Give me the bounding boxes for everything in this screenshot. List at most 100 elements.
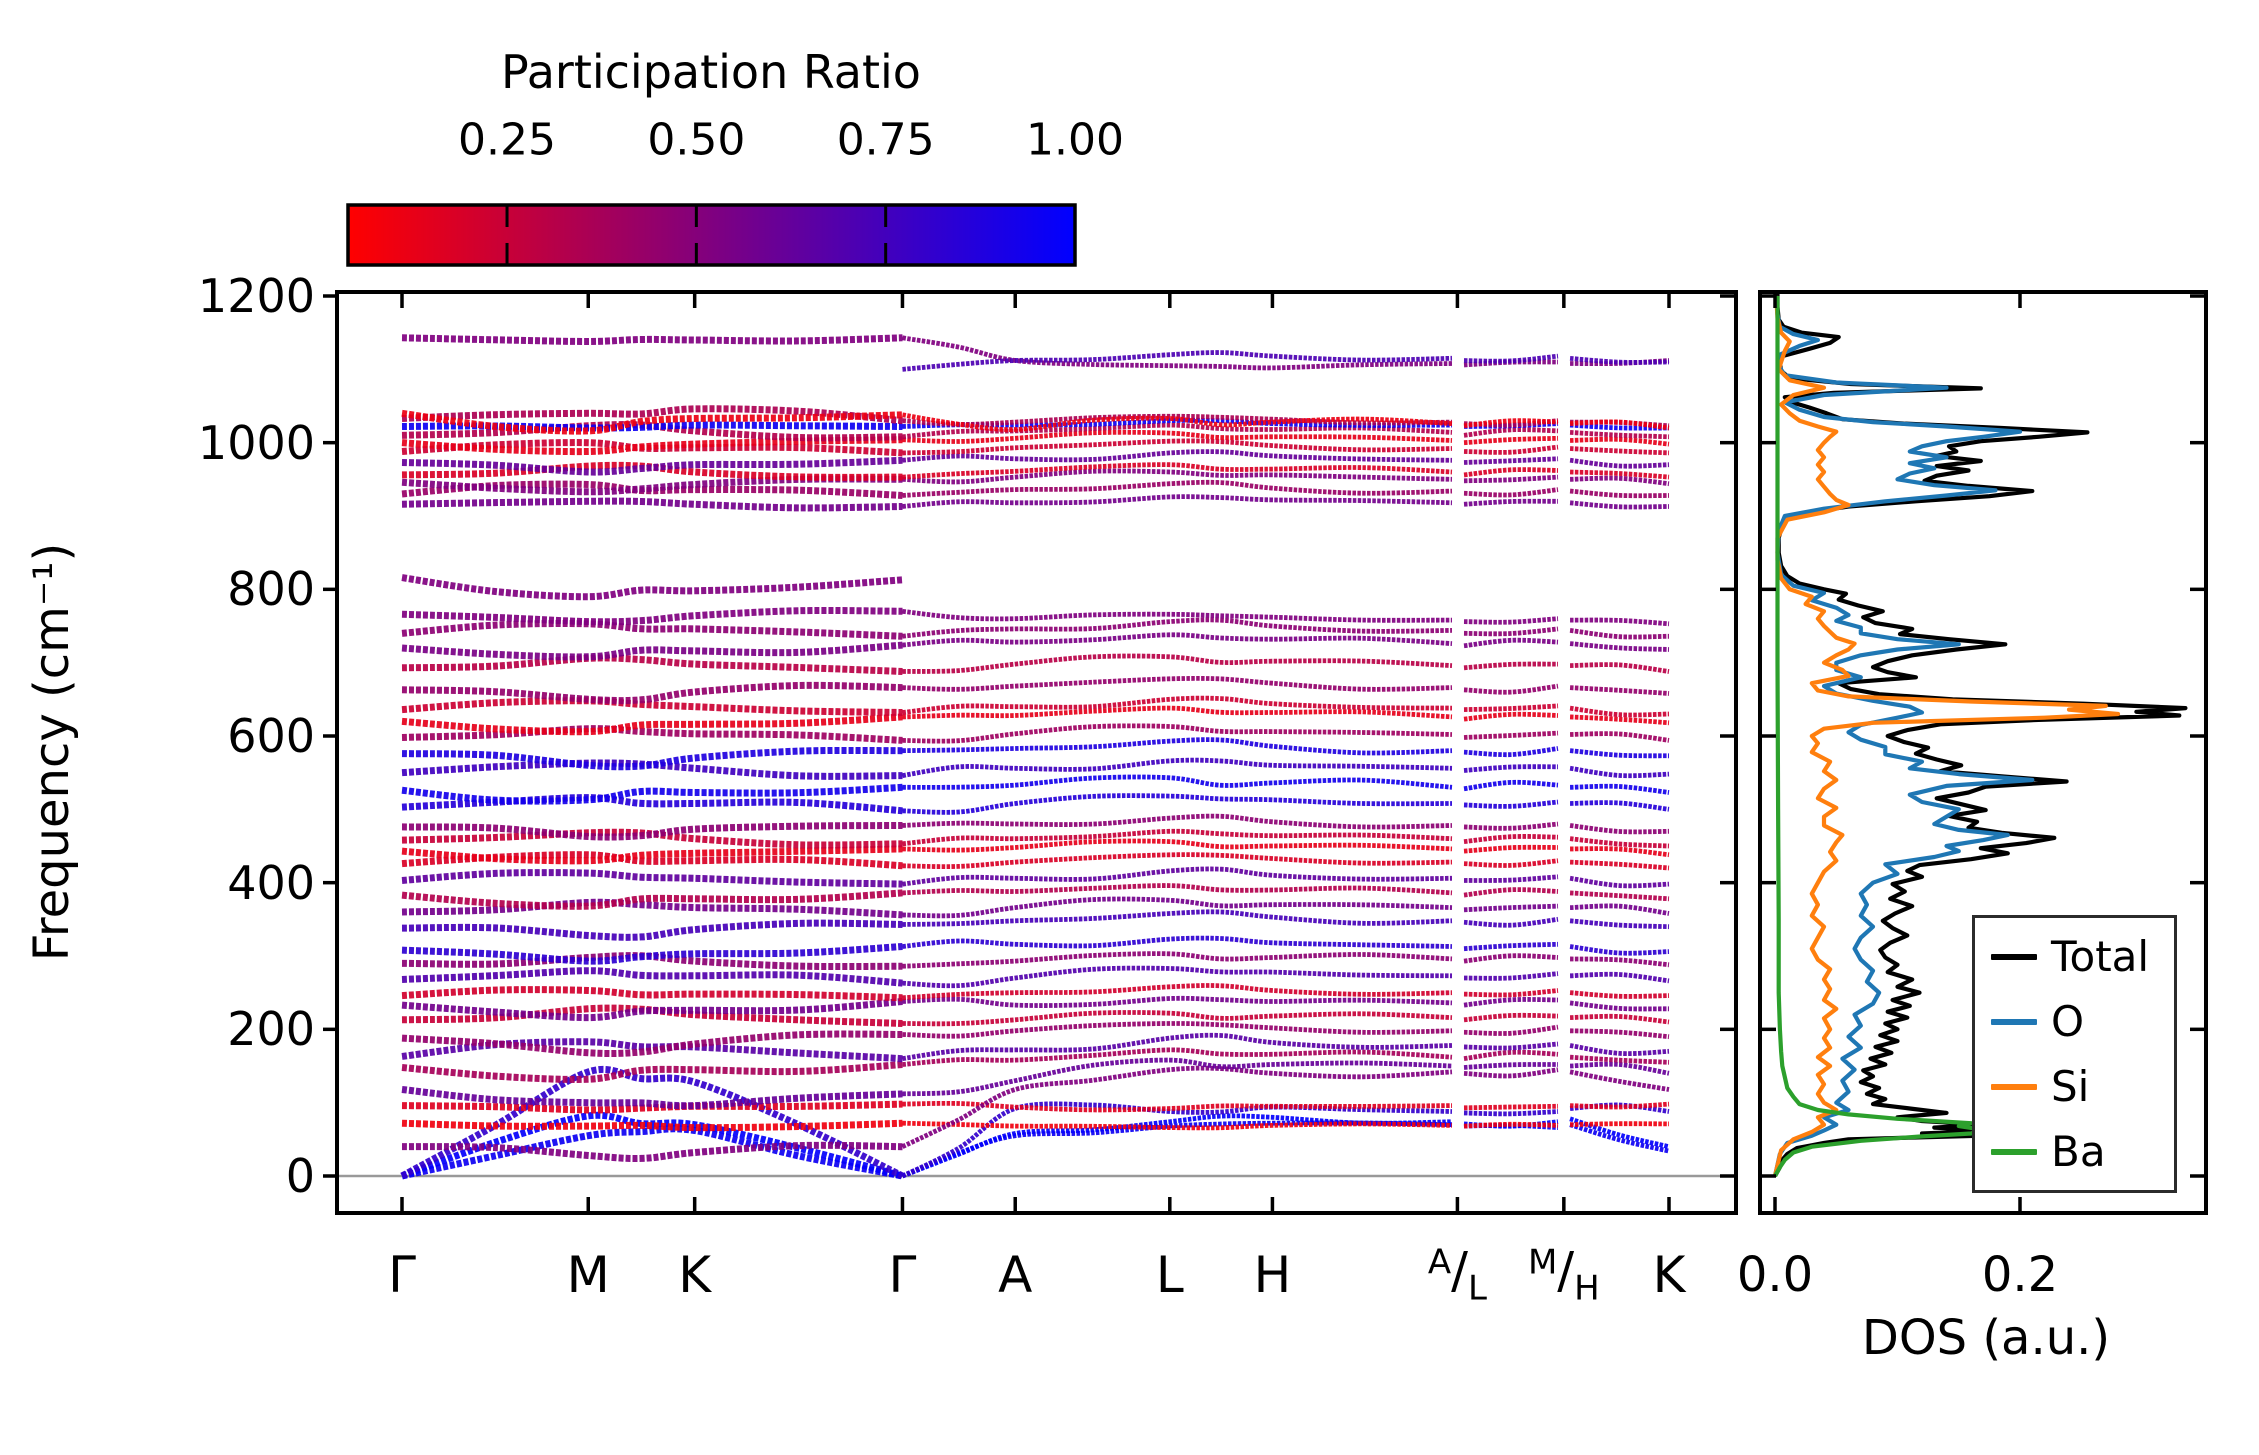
y-tick-label: 200 (227, 1002, 315, 1057)
phonon-band (1569, 1122, 1670, 1154)
phonon-band (401, 746, 903, 771)
phonon-band (401, 898, 903, 919)
legend-entry-ba: Ba (1975, 1127, 2174, 1176)
phonon-band (902, 1120, 1453, 1131)
phonon-band (401, 409, 903, 435)
phonon-band (1463, 903, 1559, 913)
phonon-band (1463, 427, 1559, 438)
phonon-band (902, 983, 1453, 1001)
phonon-band (1463, 1121, 1559, 1129)
phonon-band (902, 965, 1453, 989)
colorbar-tick-label: 0.25 (458, 114, 557, 166)
phonon-band (1569, 823, 1670, 835)
dos-axes-box (1758, 290, 2208, 1215)
phonon-band (401, 828, 903, 849)
phonon-band (401, 783, 903, 805)
y-tick-label: 600 (227, 709, 315, 763)
phonon-band (1569, 918, 1670, 930)
phonon-band (1463, 487, 1559, 498)
phonon-band (1569, 1000, 1670, 1012)
phonon-band (401, 822, 903, 841)
phonon-band (1463, 844, 1559, 854)
phonon-band (1569, 446, 1670, 456)
phonon-band (1569, 944, 1670, 956)
phonon-band (902, 774, 1453, 790)
phonon-band (902, 705, 1453, 720)
kpoint-tick-label: A/L (1427, 1241, 1487, 1309)
phonon-band (1463, 1024, 1559, 1036)
phonon-band (902, 429, 1453, 444)
phonon-band (401, 1085, 903, 1110)
phonon-band (401, 869, 903, 888)
phonon-band (902, 852, 1453, 870)
phonon-band (902, 335, 1453, 371)
phonon-band (1570, 956, 1670, 968)
phonon-band (401, 334, 903, 346)
ba-line-swatch (1991, 1148, 2037, 1155)
phonon-band (401, 1004, 903, 1027)
o-line-swatch (1991, 1018, 2037, 1025)
phonon-band (902, 838, 1453, 853)
phonon-band (902, 462, 1453, 480)
phonon-band (401, 480, 903, 499)
phonon-band (902, 350, 1453, 372)
dos-legend: Total O Si Ba (1972, 915, 2177, 1193)
phonon-band (1463, 467, 1559, 478)
legend-label-total: Total (2051, 932, 2150, 981)
phonon-band (401, 475, 903, 496)
kpoint-tick-label: Γ (388, 1246, 416, 1304)
phonon-band (1463, 1103, 1559, 1111)
phonon-band (1463, 971, 1559, 981)
phonon-band (1463, 661, 1559, 671)
phonon-band (1569, 971, 1670, 984)
dos-axis-label: DOS (a.u.) (1861, 1310, 2111, 1366)
phonon-band (1463, 916, 1559, 928)
phonon-band (401, 1141, 903, 1162)
kpoint-tick-label: M/H (1527, 1241, 1600, 1309)
phonon-band (902, 883, 1453, 896)
phonon-band (1463, 941, 1559, 952)
phonon-band (902, 632, 1453, 648)
phonon-band (1463, 1109, 1559, 1117)
phonon-band (1569, 714, 1670, 726)
dos-curve-si (1772, 295, 2121, 1177)
phonon-band (901, 1065, 1453, 1149)
phonon-band (1570, 846, 1670, 858)
y-tick-label: 1200 (197, 269, 315, 323)
phonon-band (401, 851, 903, 870)
phonon-band (1569, 488, 1670, 499)
phonon-band (1463, 456, 1559, 465)
legend-label-si: Si (2051, 1062, 2090, 1111)
kpoint-tick-label: H (1253, 1246, 1292, 1304)
phonon-band (1569, 641, 1670, 652)
phonon-band (901, 1120, 1453, 1179)
phonon-band (902, 995, 1453, 1008)
phonon-band (401, 1030, 903, 1058)
phonon-band (902, 479, 1453, 498)
kpoint-tick-label: K (1652, 1246, 1686, 1304)
phonon-band (1463, 498, 1559, 507)
phonon-band (401, 654, 903, 675)
phonon-band (1569, 355, 1670, 365)
phonon-band (1569, 859, 1670, 871)
phonon-band (401, 405, 903, 425)
phonon-band (902, 909, 1453, 927)
phonon-band (1463, 626, 1559, 637)
phonon-band (1463, 1067, 1559, 1079)
phonon-band (401, 1100, 903, 1114)
phonon-band (401, 1125, 904, 1180)
phonon-band (902, 896, 1453, 919)
y-tick-label: 400 (227, 855, 315, 910)
kpoint-tick-label: L (1155, 1246, 1184, 1304)
phonon-band (1463, 683, 1559, 695)
phonon-band (902, 723, 1453, 744)
phonon-band (401, 681, 903, 705)
phonon-band (1570, 783, 1670, 795)
legend-label-ba: Ba (2051, 1127, 2106, 1176)
phonon-band (1569, 419, 1670, 431)
phonon-band (902, 438, 1453, 456)
phonon-band (1569, 1069, 1670, 1092)
legend-label-o: O (2051, 997, 2085, 1046)
phonon-band (902, 608, 1453, 623)
